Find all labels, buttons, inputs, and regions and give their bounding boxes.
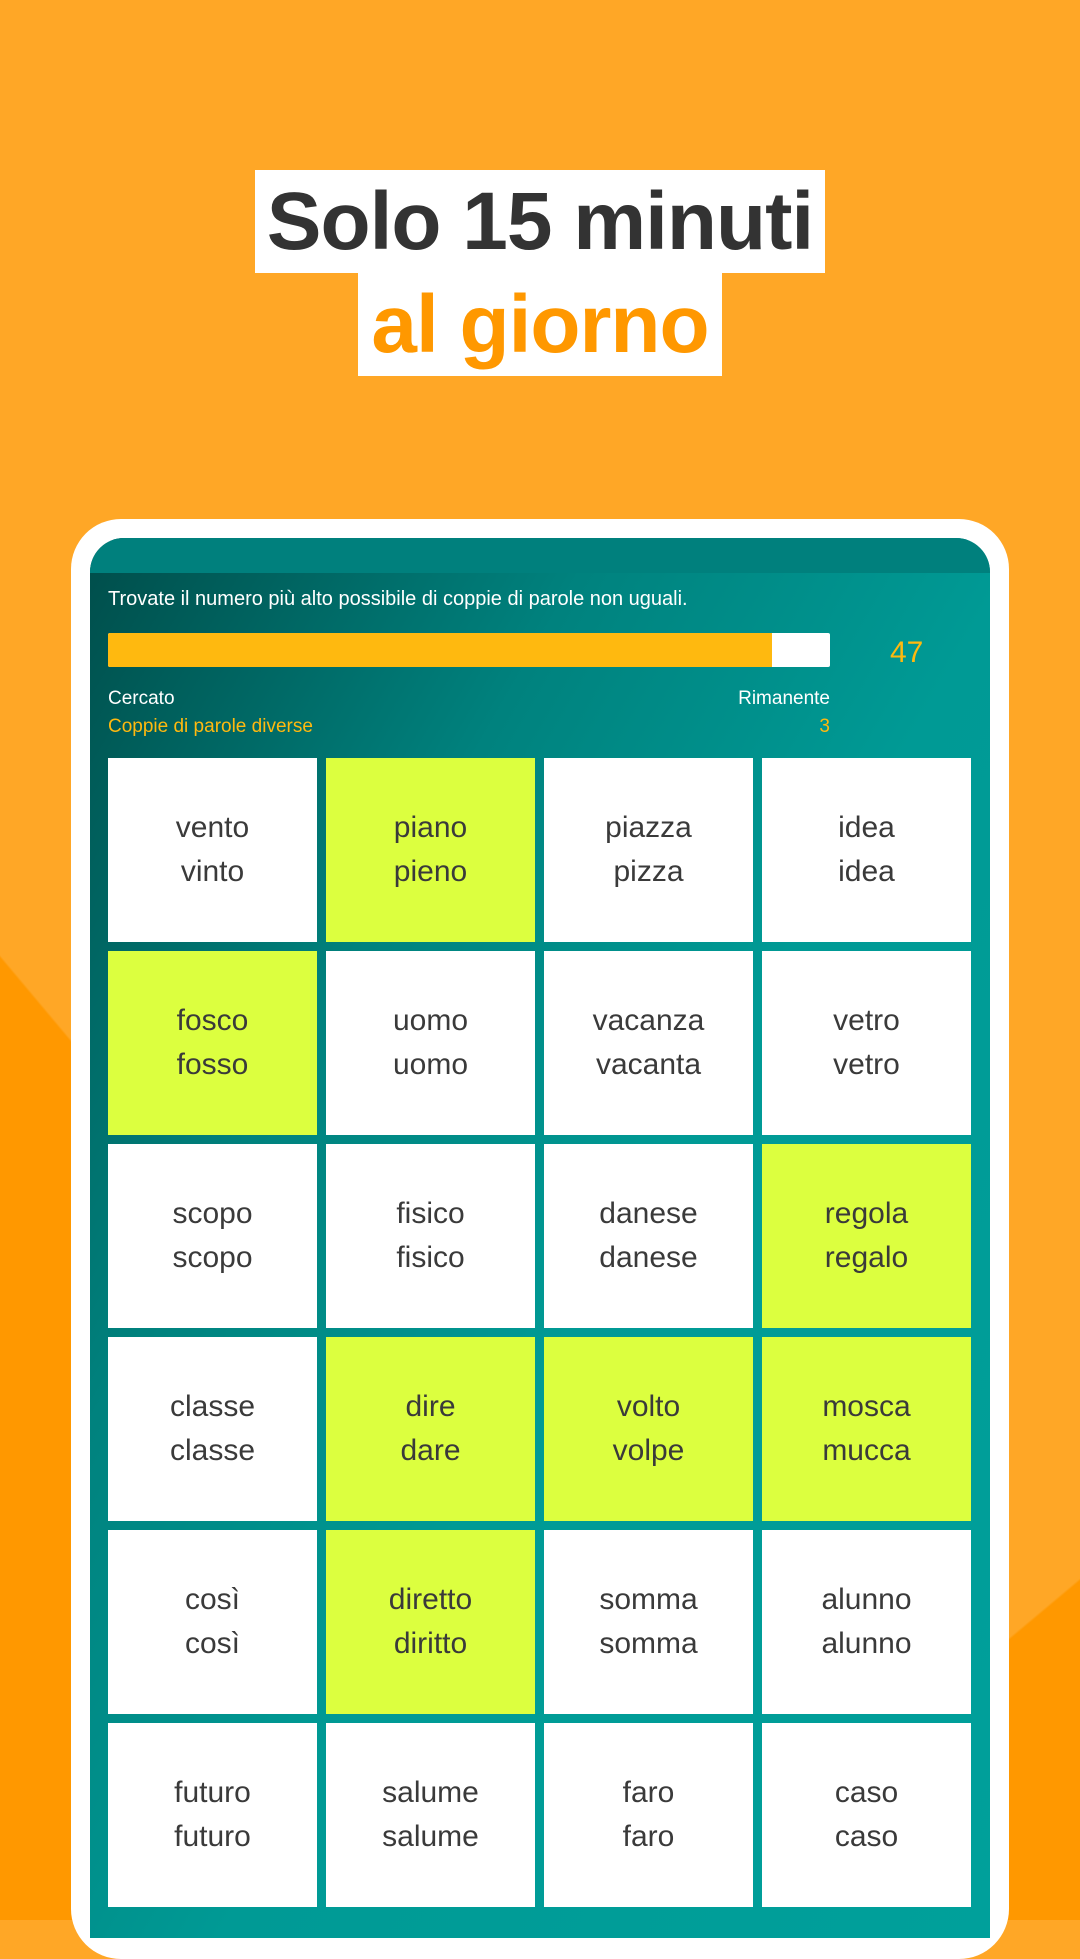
word: uomo bbox=[392, 1048, 469, 1081]
word: mosca bbox=[822, 1390, 911, 1423]
word: classe bbox=[169, 1390, 256, 1423]
word-pair-cell[interactable]: così così bbox=[108, 1530, 317, 1714]
word-pair-cell[interactable]: vetro vetro bbox=[762, 951, 971, 1135]
word: futuro bbox=[174, 1820, 251, 1853]
searched-value: Coppie di parole diverse bbox=[108, 716, 313, 737]
word: volto bbox=[616, 1390, 681, 1423]
word: danese bbox=[599, 1241, 698, 1274]
word-pair-grid: vento vinto piano pieno piazza pizza idea idea f… bbox=[108, 758, 971, 1907]
word-pair-cell[interactable]: regola regalo bbox=[762, 1144, 971, 1328]
word: fosso bbox=[176, 1048, 249, 1081]
remaining-value: 3 bbox=[819, 716, 830, 737]
word-pair-cell[interactable]: mosca mucca bbox=[762, 1337, 971, 1521]
word: mucca bbox=[822, 1434, 911, 1467]
word: vacanza bbox=[592, 1004, 705, 1037]
word: somma bbox=[599, 1583, 698, 1616]
word-pair-cell[interactable]: classe classe bbox=[108, 1337, 317, 1521]
word: vinto bbox=[180, 855, 245, 888]
status-bar bbox=[90, 538, 990, 573]
word-pair-cell[interactable]: fisico fisico bbox=[326, 1144, 535, 1328]
word-pair-cell[interactable]: uomo uomo bbox=[326, 951, 535, 1135]
word: salume bbox=[382, 1820, 479, 1853]
word: salume bbox=[382, 1776, 479, 1809]
word: così bbox=[184, 1627, 241, 1660]
progress-fill bbox=[108, 633, 773, 667]
word: danese bbox=[599, 1197, 698, 1230]
word: faro bbox=[622, 1776, 675, 1809]
word-pair-cell[interactable]: volto volpe bbox=[544, 1337, 753, 1521]
word: scopo bbox=[172, 1241, 253, 1274]
word: vacanta bbox=[595, 1048, 702, 1081]
word-pair-cell[interactable]: danese danese bbox=[544, 1144, 753, 1328]
word-pair-cell[interactable]: futuro futuro bbox=[108, 1723, 317, 1907]
word-pair-cell[interactable]: faro faro bbox=[544, 1723, 753, 1907]
word: scopo bbox=[172, 1197, 253, 1230]
word-pair-cell[interactable]: somma somma bbox=[544, 1530, 753, 1714]
headline-line-1: Solo 15 minuti bbox=[255, 170, 825, 273]
word: diritto bbox=[393, 1627, 468, 1660]
word-pair-cell[interactable]: piano pieno bbox=[326, 758, 535, 942]
word: futuro bbox=[174, 1776, 251, 1809]
game-screen: Trovate il numero più alto possibile di … bbox=[90, 538, 990, 1938]
word: pieno bbox=[393, 855, 468, 888]
word: fisico bbox=[396, 1197, 465, 1230]
word: idea bbox=[838, 855, 895, 888]
word: volpe bbox=[612, 1434, 685, 1467]
word-pair-cell[interactable]: fosco fosso bbox=[108, 951, 317, 1135]
word: piazza bbox=[605, 811, 692, 844]
word: pizza bbox=[613, 855, 684, 888]
remaining-label: Rimanente bbox=[738, 688, 830, 709]
instruction-text: Trovate il numero più alto possibile di … bbox=[108, 588, 688, 610]
word: alunno bbox=[821, 1583, 912, 1616]
score: 47 bbox=[890, 636, 924, 669]
word-pair-cell[interactable]: vacanza vacanta bbox=[544, 951, 753, 1135]
word-pair-cell[interactable]: piazza pizza bbox=[544, 758, 753, 942]
word-pair-cell[interactable]: caso caso bbox=[762, 1723, 971, 1907]
word: uomo bbox=[392, 1004, 469, 1037]
word: caso bbox=[834, 1820, 899, 1853]
word: dire bbox=[405, 1390, 456, 1423]
word-pair-cell[interactable]: alunno alunno bbox=[762, 1530, 971, 1714]
word: somma bbox=[599, 1627, 698, 1660]
progress-bar bbox=[108, 633, 830, 667]
word: diretto bbox=[388, 1583, 473, 1616]
word: piano bbox=[393, 811, 468, 844]
word: regalo bbox=[824, 1241, 909, 1274]
word: così bbox=[184, 1583, 241, 1616]
word-pair-cell[interactable]: scopo scopo bbox=[108, 1144, 317, 1328]
word-pair-cell[interactable]: diretto diritto bbox=[326, 1530, 535, 1714]
headline-line-2: al giorno bbox=[358, 273, 722, 376]
word: fisico bbox=[396, 1241, 465, 1274]
word: caso bbox=[834, 1776, 899, 1809]
word: dare bbox=[400, 1434, 461, 1467]
word: fosco bbox=[176, 1004, 249, 1037]
word: vento bbox=[175, 811, 250, 844]
word: faro bbox=[622, 1820, 675, 1853]
word-pair-cell[interactable]: salume salume bbox=[326, 1723, 535, 1907]
searched-label: Cercato bbox=[108, 688, 175, 709]
word: classe bbox=[169, 1434, 256, 1467]
word: vetro bbox=[833, 1048, 900, 1081]
word: regola bbox=[824, 1197, 909, 1230]
word-pair-cell[interactable]: dire dare bbox=[326, 1337, 535, 1521]
word: vetro bbox=[833, 1004, 900, 1037]
word: idea bbox=[838, 811, 895, 844]
word-pair-cell[interactable]: vento vinto bbox=[108, 758, 317, 942]
word-pair-cell[interactable]: idea idea bbox=[762, 758, 971, 942]
word: alunno bbox=[821, 1627, 912, 1660]
